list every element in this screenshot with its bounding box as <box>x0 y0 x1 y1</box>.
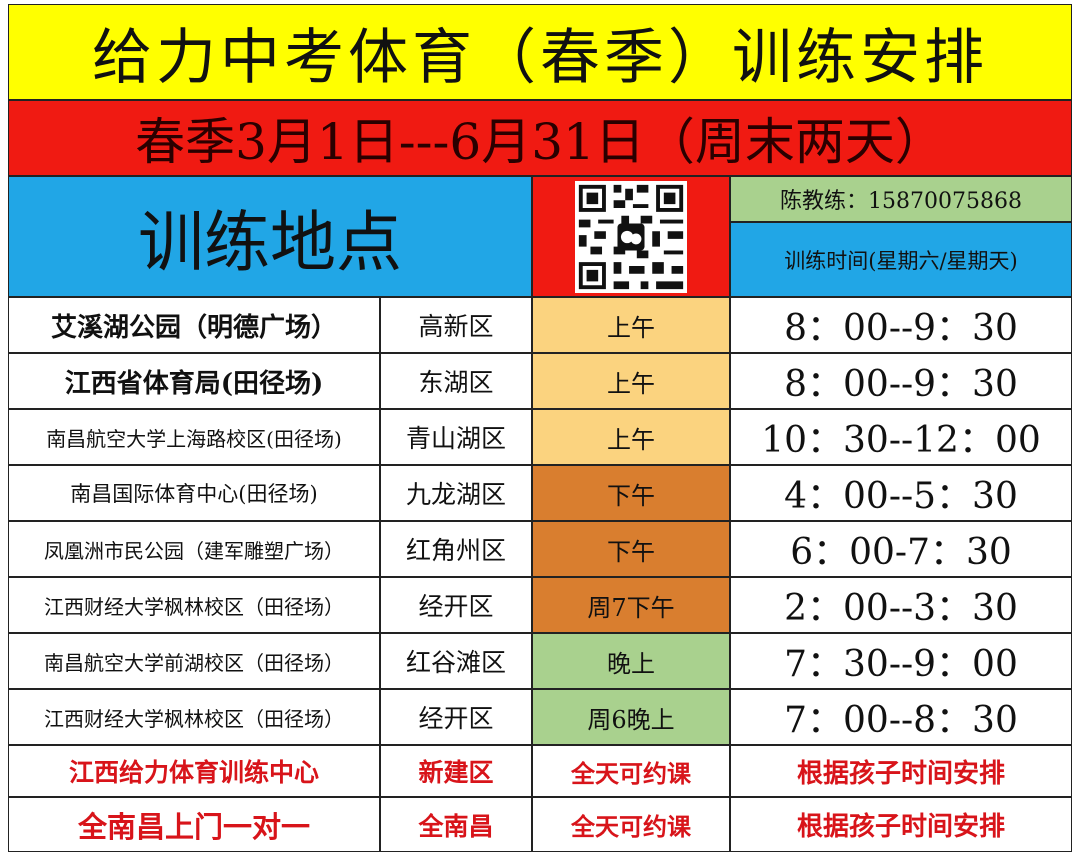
location: 江西给力体育训练中心 <box>8 745 380 797</box>
location-header: 训练地点 <box>8 176 532 297</box>
qr-cell <box>532 176 730 297</box>
district: 东湖区 <box>380 353 532 409</box>
qr-code <box>575 180 687 293</box>
district: 经开区 <box>380 689 532 745</box>
time: 2：00--3：30 <box>730 577 1072 633</box>
period: 晚上 <box>532 633 730 689</box>
district: 新建区 <box>380 745 532 797</box>
location: 全南昌上门一对一 <box>8 797 380 852</box>
period: 上午 <box>532 353 730 409</box>
time: 根据孩子时间安排 <box>730 797 1072 852</box>
time: 8：00--9：30 <box>730 297 1072 353</box>
location: 江西省体育局(田径场) <box>8 353 380 409</box>
period: 全天可约课 <box>532 745 730 797</box>
location: 南昌国际体育中心(田径场) <box>8 465 380 521</box>
district: 红角州区 <box>380 521 532 577</box>
district: 经开区 <box>380 577 532 633</box>
period: 周7下午 <box>532 577 730 633</box>
time: 根据孩子时间安排 <box>730 745 1072 797</box>
time-header: 训练时间(星期六/星期天) <box>730 222 1072 297</box>
time: 4：00--5：30 <box>730 465 1072 521</box>
time: 7：00--8：30 <box>730 689 1072 745</box>
location: 江西财经大学枫林校区（田径场） <box>8 577 380 633</box>
title: 给力中考体育（春季）训练安排 <box>8 4 1072 100</box>
time: 8：00--9：30 <box>730 353 1072 409</box>
period: 全天可约课 <box>532 797 730 852</box>
location: 南昌航空大学前湖校区（田径场） <box>8 633 380 689</box>
location: 凤凰洲市民公园（建军雕塑广场） <box>8 521 380 577</box>
district: 红谷滩区 <box>380 633 532 689</box>
district: 全南昌 <box>380 797 532 852</box>
time: 10：30--12：00 <box>730 409 1072 465</box>
period: 下午 <box>532 465 730 521</box>
location: 艾溪湖公园（明德广场） <box>8 297 380 353</box>
time: 7：30--9：00 <box>730 633 1072 689</box>
district: 高新区 <box>380 297 532 353</box>
location: 江西财经大学枫林校区（田径场） <box>8 689 380 745</box>
location: 南昌航空大学上海路校区(田径场) <box>8 409 380 465</box>
coach-contact: 陈教练：15870075868 <box>730 176 1072 222</box>
period: 下午 <box>532 521 730 577</box>
district: 九龙湖区 <box>380 465 532 521</box>
district: 青山湖区 <box>380 409 532 465</box>
period: 周6晚上 <box>532 689 730 745</box>
subtitle: 春季3月1日---6月31日（周末两天） <box>8 100 1072 176</box>
period: 上午 <box>532 409 730 465</box>
period: 上午 <box>532 297 730 353</box>
time: 6：00-7：30 <box>730 521 1072 577</box>
